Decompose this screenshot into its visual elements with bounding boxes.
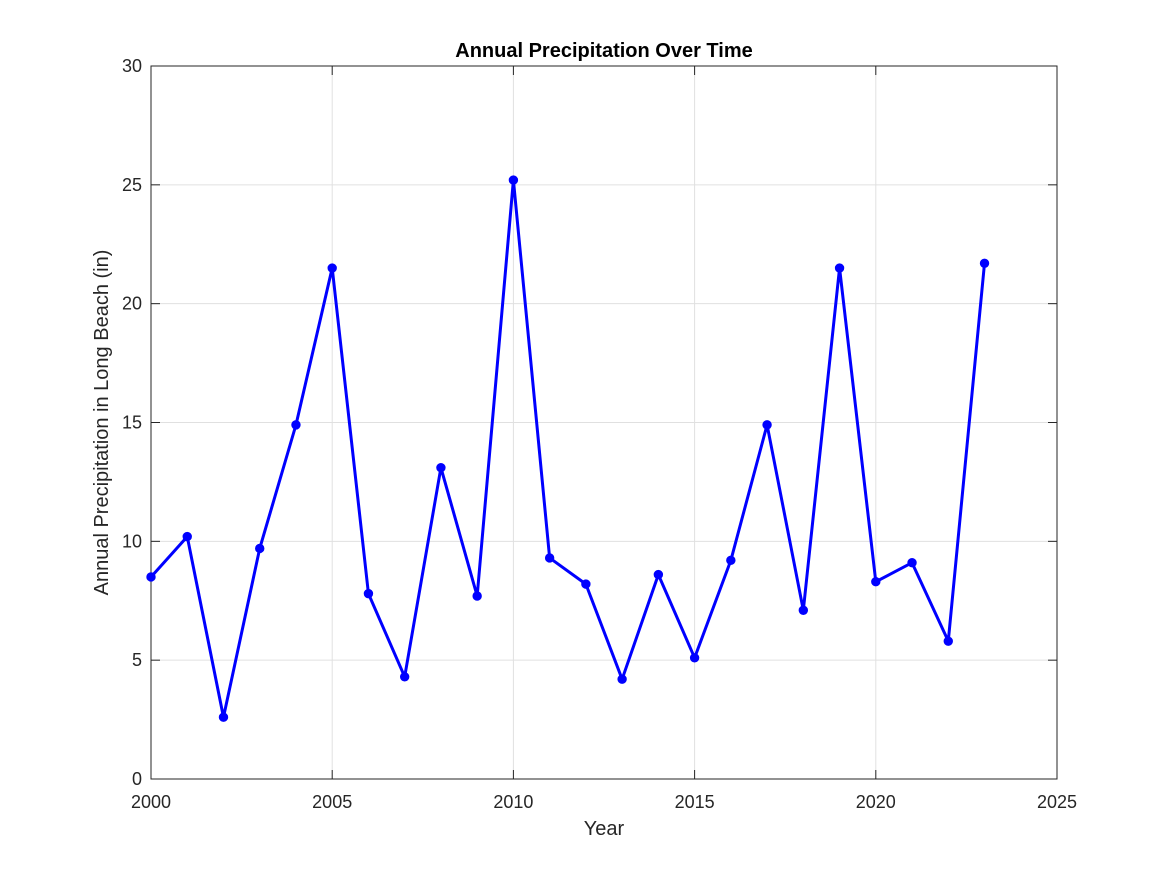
y-tick-label: 15 [122, 413, 142, 433]
data-point [363, 588, 374, 599]
y-tick-label: 0 [132, 769, 142, 789]
data-point [581, 579, 591, 589]
data-point [689, 653, 700, 663]
x-tick-label: 2005 [312, 792, 352, 812]
x-tick-label: 2010 [493, 792, 533, 812]
y-tick-label: 25 [122, 175, 142, 195]
x-tick-label: 2020 [856, 792, 896, 812]
y-tick-label: 5 [132, 650, 142, 670]
x-axis-label: Year [584, 818, 625, 840]
x-tick-label: 2000 [131, 792, 171, 812]
data-point [798, 605, 809, 615]
data-point [182, 531, 192, 542]
y-axis-label: Annual Precipitation in Long Beach (in) [91, 250, 113, 596]
data-point [472, 591, 482, 601]
data-point [871, 577, 881, 587]
data-point [834, 263, 845, 273]
series-line [149, 178, 987, 719]
series-layer [146, 175, 990, 722]
data-point [255, 543, 265, 554]
y-tick-label: 10 [122, 531, 142, 551]
data-point [327, 263, 337, 273]
data-point [979, 258, 990, 268]
data-point [508, 175, 519, 185]
data-point [544, 553, 555, 563]
data-point [617, 674, 627, 684]
x-tick-label: 2015 [675, 792, 715, 812]
data-point [218, 712, 229, 722]
data-point [762, 420, 772, 430]
data-point [943, 636, 953, 646]
data-point [653, 569, 664, 580]
y-tick-label: 20 [122, 294, 142, 314]
x-tick-label: 2025 [1037, 792, 1077, 812]
chart-title: Annual Precipitation Over Time [455, 40, 752, 62]
data-point [726, 555, 736, 566]
data-point [399, 672, 410, 682]
data-point [436, 462, 446, 473]
data-point [146, 572, 156, 582]
data-point [907, 558, 917, 568]
y-tick-label: 30 [122, 56, 142, 76]
data-point [291, 420, 301, 430]
